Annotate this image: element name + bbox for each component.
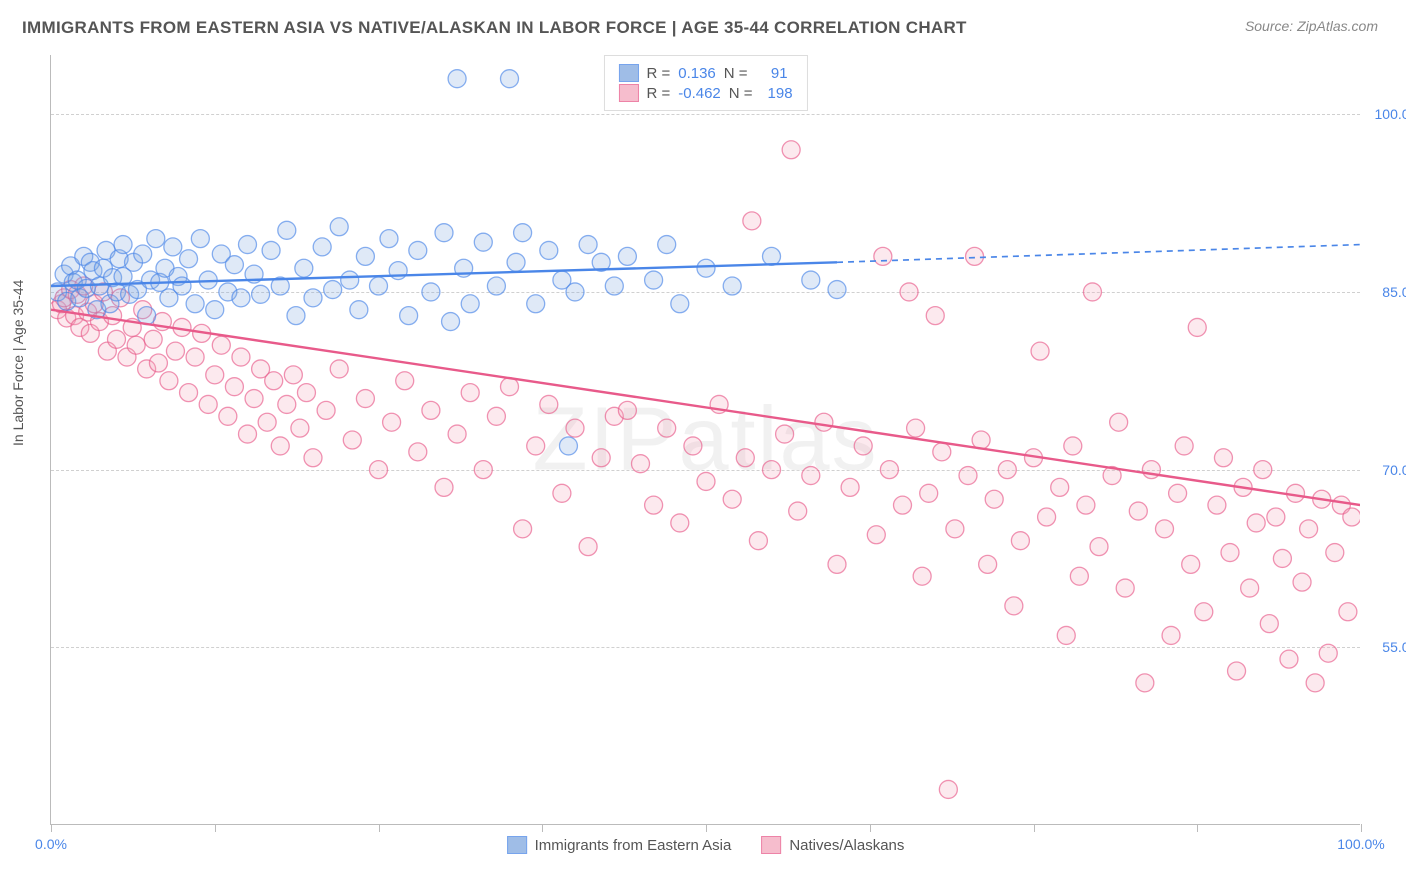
plot-area: ZIPatlas R = 0.136 N = 91 R = -0.462 N =… xyxy=(50,55,1360,825)
n-value-blue: 91 xyxy=(756,65,788,82)
legend-row-blue: R = 0.136 N = 91 xyxy=(618,64,792,82)
r-value-blue: 0.136 xyxy=(678,65,716,82)
n-label: N = xyxy=(729,85,753,102)
y-tick-label: 100.0% xyxy=(1375,106,1406,122)
y-tick-label: 55.0% xyxy=(1382,639,1406,655)
trend-lines-layer xyxy=(51,55,1360,824)
r-label: R = xyxy=(646,85,670,102)
y-axis-label: In Labor Force | Age 35-44 xyxy=(10,280,26,446)
swatch-blue xyxy=(618,64,638,82)
series-label-blue: Immigrants from Eastern Asia xyxy=(535,837,732,854)
swatch-pink xyxy=(761,836,781,854)
legend-row-pink: R = -0.462 N = 198 xyxy=(618,84,792,102)
x-tick-label: 100.0% xyxy=(1337,836,1384,852)
chart-title: IMMIGRANTS FROM EASTERN ASIA VS NATIVE/A… xyxy=(22,18,967,38)
n-value-pink: 198 xyxy=(761,85,793,102)
swatch-blue xyxy=(507,836,527,854)
y-tick-label: 70.0% xyxy=(1382,462,1406,478)
legend-item-pink: Natives/Alaskans xyxy=(761,836,904,854)
legend-series: Immigrants from Eastern Asia Natives/Ala… xyxy=(507,836,905,854)
x-tick-label: 0.0% xyxy=(35,836,67,852)
y-tick-label: 85.0% xyxy=(1382,284,1406,300)
legend-item-blue: Immigrants from Eastern Asia xyxy=(507,836,732,854)
series-label-pink: Natives/Alaskans xyxy=(789,837,904,854)
n-label: N = xyxy=(724,65,748,82)
source-label: Source: ZipAtlas.com xyxy=(1245,18,1378,34)
legend-stats: R = 0.136 N = 91 R = -0.462 N = 198 xyxy=(603,55,807,111)
r-label: R = xyxy=(646,65,670,82)
r-value-pink: -0.462 xyxy=(678,85,721,102)
swatch-pink xyxy=(618,84,638,102)
